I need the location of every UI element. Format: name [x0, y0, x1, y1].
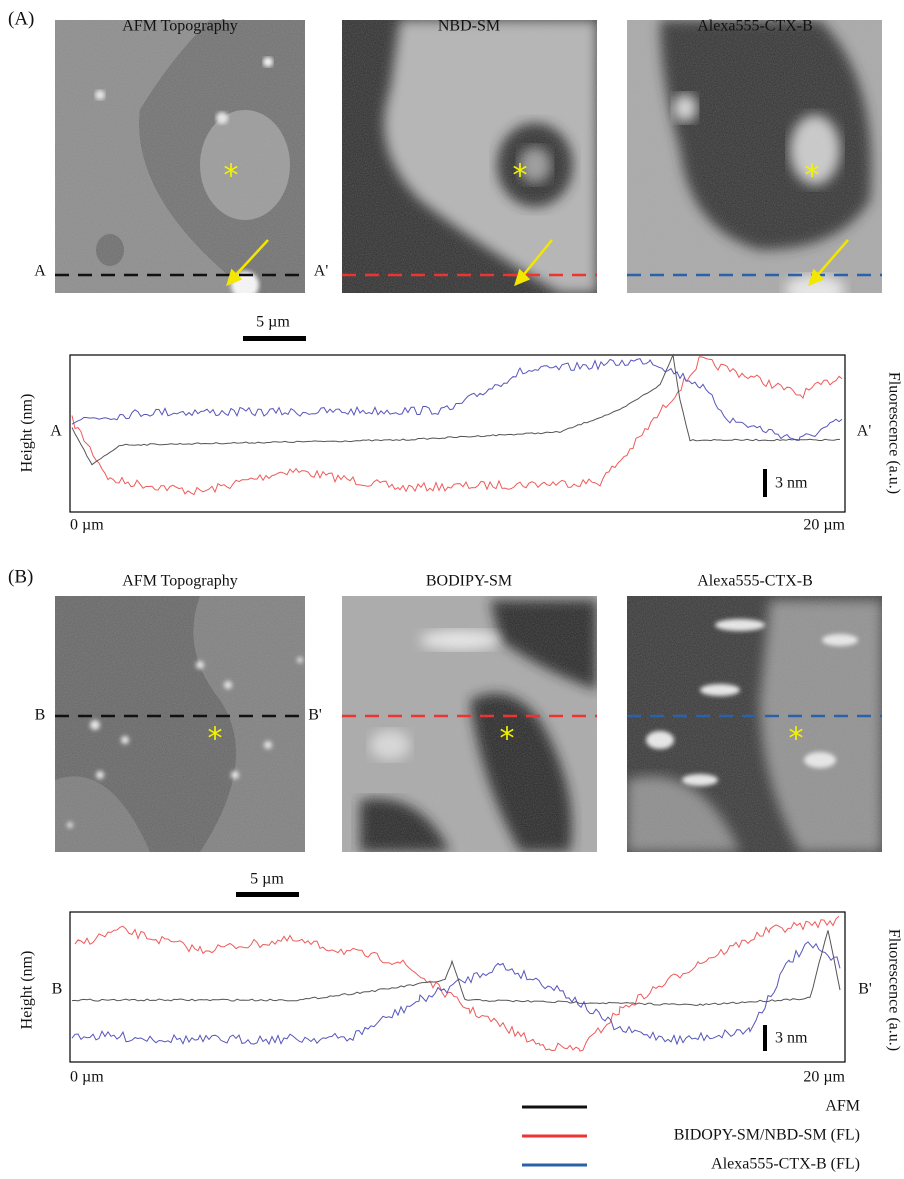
section-end: A' — [857, 423, 872, 440]
asterisk: * — [513, 159, 528, 194]
profile-trace — [71, 941, 841, 1046]
fluorescence-image — [342, 596, 597, 852]
scale-bar — [763, 469, 767, 497]
section-end: B' — [308, 707, 322, 724]
x-end: 20 µm — [803, 517, 845, 534]
x-start: 0 µm — [70, 517, 104, 534]
x-start: 0 µm — [70, 1069, 104, 1086]
legend-label: AFM — [825, 1098, 860, 1115]
scale-bar-label: 3 nm — [775, 475, 808, 492]
profile: Height (nm) Fluorescence (a.u.) A A' 3 n… — [19, 353, 902, 534]
scale-bar — [243, 336, 306, 341]
asterisk: * — [500, 722, 515, 757]
section-start: B — [52, 981, 63, 998]
asterisk: * — [789, 722, 804, 757]
panel-label: (B) — [8, 566, 33, 587]
image-title: NBD-SM — [438, 18, 500, 35]
image-title: AFM Topography — [122, 18, 237, 35]
panel-label: (A) — [8, 8, 34, 29]
section-end: A' — [314, 263, 329, 280]
scale-bar-label: 3 nm — [775, 1030, 808, 1047]
fluorescence-image — [342, 20, 597, 293]
asterisk: * — [224, 159, 239, 194]
section-start: A — [50, 423, 62, 440]
section-start: B — [35, 707, 46, 724]
y-label: Height (nm) — [19, 394, 36, 473]
image-title: BODIPY-SM — [426, 573, 512, 590]
y-label: Height (nm) — [19, 951, 36, 1030]
section-start: A — [34, 263, 46, 280]
image-title: Alexa555-CTX-B — [697, 573, 813, 590]
afm-image — [55, 596, 305, 852]
scale-bar-label: 5 µm — [250, 871, 284, 888]
asterisk: * — [208, 722, 223, 757]
scale-bar-label: 5 µm — [256, 314, 290, 331]
asterisk: * — [805, 159, 820, 194]
image-title: AFM Topography — [122, 573, 237, 590]
profile: Height (nm) Fluorescence (a.u.) B B' 3 n… — [19, 911, 902, 1086]
profile-trace — [71, 353, 841, 466]
section-end: B' — [858, 981, 872, 998]
legend-label: Alexa555-CTX-B (FL) — [711, 1156, 860, 1173]
scale-bar — [763, 1025, 767, 1051]
y2-label: Fluorescence (a.u.) — [885, 372, 902, 494]
profile-trace — [71, 356, 843, 496]
fluorescence-image — [627, 596, 882, 852]
profile-trace — [74, 915, 840, 1052]
arrows — [226, 239, 849, 287]
legend-label: BIDOPY-SM/NBD-SM (FL) — [674, 1127, 860, 1144]
profile-trace — [71, 358, 843, 441]
fluorescence-image — [627, 20, 882, 293]
y2-label: Fluorescence (a.u.) — [885, 929, 902, 1051]
scale-bar — [236, 892, 299, 897]
profile-trace — [71, 930, 841, 1007]
x-end: 20 µm — [803, 1069, 845, 1086]
image-title: Alexa555-CTX-B — [697, 18, 813, 35]
legend: AFM BIDOPY-SM/NBD-SM (FL) Alexa555-CTX-B… — [522, 1098, 860, 1173]
afm-image — [55, 20, 305, 293]
